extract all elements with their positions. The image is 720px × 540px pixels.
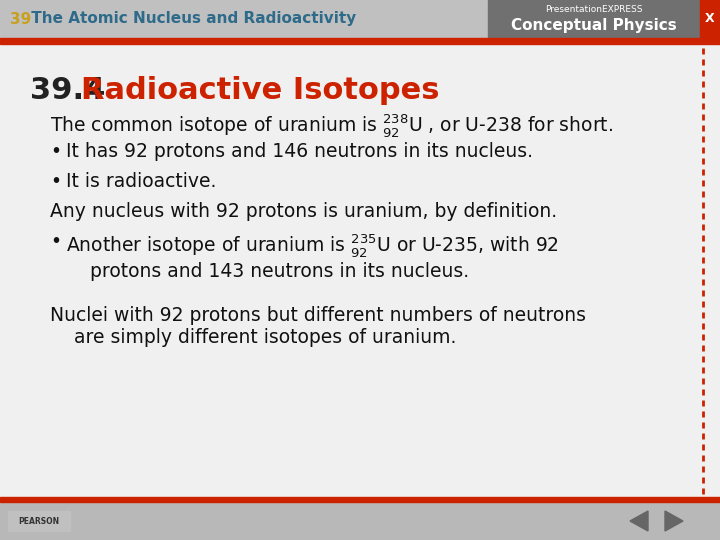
Polygon shape [665,511,683,531]
Text: •: • [50,232,61,251]
Polygon shape [630,511,648,531]
Bar [488,0,700,38]
Text: •: • [50,172,61,191]
Text: The Atomic Nucleus and Radioactivity: The Atomic Nucleus and Radioactivity [26,11,356,26]
Text: Another isotope of uranium is $\mathregular{^{235}_{92}}$U or U-235, with 92
   : Another isotope of uranium is $\mathregu… [66,232,559,281]
Text: PresentationEXPRESS: PresentationEXPRESS [545,5,643,14]
Text: The common isotope of uranium is $\mathregular{^{238}_{92}}$U , or U-238 for sho: The common isotope of uranium is $\mathr… [50,112,613,139]
Text: Any nucleus with 92 protons is uranium, by definition.: Any nucleus with 92 protons is uranium, … [50,202,557,221]
Bar [0,38,720,44]
Text: PEARSON: PEARSON [19,516,60,525]
Bar [0,497,720,502]
Text: •: • [50,142,61,161]
Text: Conceptual Physics: Conceptual Physics [511,18,677,33]
Text: Radioactive Isotopes: Radioactive Isotopes [81,76,439,105]
Bar [700,0,720,38]
Text: 39.4: 39.4 [30,76,116,105]
Text: It is radioactive.: It is radioactive. [66,172,217,191]
Text: Nuclei with 92 protons but different numbers of neutrons
    are simply differen: Nuclei with 92 protons but different num… [50,306,586,347]
Bar [0,0,720,38]
Bar [8,511,70,531]
Text: X: X [705,12,715,25]
Text: It has 92 protons and 146 neutrons in its nucleus.: It has 92 protons and 146 neutrons in it… [66,142,533,161]
Text: 39: 39 [10,11,31,26]
Bar [0,502,720,540]
